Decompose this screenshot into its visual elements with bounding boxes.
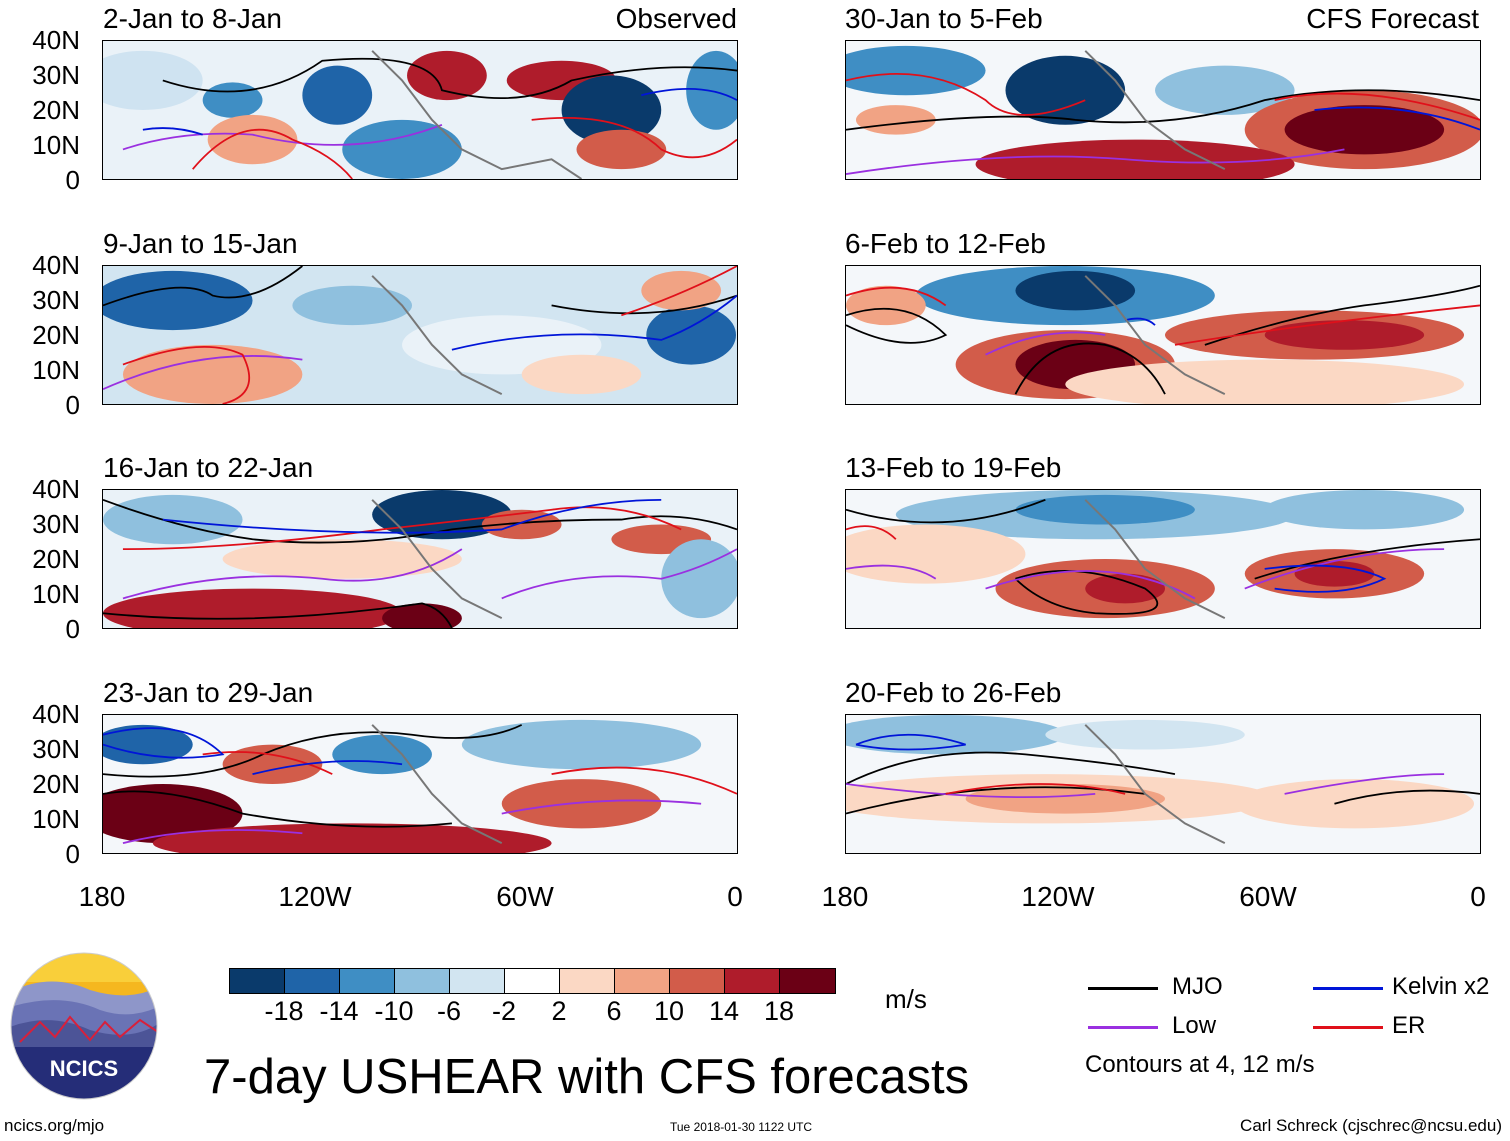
y-tick: 0 — [65, 165, 80, 195]
y-tick: 30N — [32, 734, 80, 764]
y-tick: 10N — [32, 355, 80, 385]
colorbar-swatch — [285, 969, 340, 993]
colorbar-label: 18 — [763, 996, 795, 1026]
x-tick: 120W — [1021, 881, 1095, 912]
legend-label: Low — [1172, 1012, 1217, 1039]
colorbar-label: -2 — [491, 996, 516, 1026]
y-tick: 30N — [32, 285, 80, 315]
legend-label: Kelvin x2 — [1392, 973, 1490, 1000]
x-tick: 0 — [727, 881, 743, 912]
x-tick: 120W — [278, 881, 352, 912]
map-panel — [845, 265, 1481, 405]
ncics-logo: NCICS — [10, 952, 158, 1100]
y-tick: 0 — [65, 614, 80, 644]
map-panel — [845, 714, 1481, 854]
y-tick: 0 — [65, 839, 80, 869]
y-tick: 10N — [32, 804, 80, 834]
colorbar-units: m/s — [885, 984, 927, 1014]
y-tick: 30N — [32, 509, 80, 539]
y-tick: 0 — [65, 390, 80, 420]
map-panel — [102, 489, 738, 629]
legend-line — [1313, 987, 1383, 990]
colorbar-label: 6 — [606, 996, 622, 1026]
panel-title: 16-Jan to 22-Jan — [103, 452, 314, 483]
y-tick: 40N — [32, 25, 80, 55]
footer-author: Carl Schreck (cjschrec@ncsu.edu) — [1240, 1116, 1502, 1135]
legend-note: Contours at 4, 12 m/s — [1085, 1051, 1315, 1078]
colorbar-swatch — [450, 969, 505, 993]
x-tick: 180 — [78, 881, 126, 912]
panel-label: Observed — [615, 3, 737, 34]
y-tick: 10N — [32, 130, 80, 160]
y-tick: 40N — [32, 250, 80, 280]
y-tick: 10N — [32, 579, 80, 609]
map-panel — [102, 265, 738, 405]
colorbar-swatch — [505, 969, 560, 993]
panel-title: 23-Jan to 29-Jan — [103, 677, 314, 708]
map-panel — [102, 40, 738, 180]
y-tick: 20N — [32, 320, 80, 350]
colorbar-swatch — [615, 969, 670, 993]
colorbar-swatch — [340, 969, 395, 993]
colorbar-swatch — [395, 969, 450, 993]
legend-line — [1313, 1026, 1383, 1029]
panel-title: 20-Feb to 26-Feb — [845, 677, 1062, 708]
y-tick: 30N — [32, 60, 80, 90]
x-tick: 180 — [821, 881, 869, 912]
y-tick: 40N — [32, 699, 80, 729]
legend-label: MJO — [1172, 973, 1223, 1000]
colorbar-label: -18 — [264, 996, 304, 1026]
panel-title: 6-Feb to 12-Feb — [845, 228, 1046, 259]
panel-title: 30-Jan to 5-Feb — [845, 3, 1043, 34]
colorbar — [229, 968, 836, 994]
colorbar-swatch — [780, 969, 835, 993]
footer-link[interactable]: ncics.org/mjo — [4, 1116, 105, 1135]
colorbar-label: 10 — [653, 996, 685, 1026]
colorbar-label: 2 — [551, 996, 567, 1026]
footer-timestamp: Tue 2018-01-30 1122 UTC — [670, 1120, 813, 1134]
panel-title: 2-Jan to 8-Jan — [103, 3, 282, 34]
colorbar-label: -10 — [374, 996, 414, 1026]
legend-label: ER — [1392, 1012, 1426, 1039]
panel-label: CFS Forecast — [1306, 3, 1479, 34]
panel-title: 9-Jan to 15-Jan — [103, 228, 298, 259]
panel-title: 13-Feb to 19-Feb — [845, 452, 1062, 483]
colorbar-swatch — [560, 969, 615, 993]
map-panel — [845, 40, 1481, 180]
x-tick: 60W — [496, 881, 554, 912]
colorbar-label: 14 — [708, 996, 740, 1026]
x-tick: 0 — [1470, 881, 1486, 912]
colorbar-swatch — [230, 969, 285, 993]
legend-line — [1088, 987, 1158, 990]
map-panel — [102, 714, 738, 854]
y-tick: 20N — [32, 95, 80, 125]
colorbar-label: -6 — [436, 996, 461, 1026]
colorbar-swatch — [725, 969, 780, 993]
logo-text: NCICS — [50, 1056, 118, 1081]
y-tick: 40N — [32, 474, 80, 504]
y-tick: 20N — [32, 769, 80, 799]
x-tick: 60W — [1239, 881, 1297, 912]
legend-line — [1088, 1026, 1158, 1029]
y-tick: 20N — [32, 544, 80, 574]
main-title: 7-day USHEAR with CFS forecasts — [204, 1050, 970, 1104]
colorbar-swatch — [670, 969, 725, 993]
map-panel — [845, 489, 1481, 629]
colorbar-label: -14 — [319, 996, 359, 1026]
